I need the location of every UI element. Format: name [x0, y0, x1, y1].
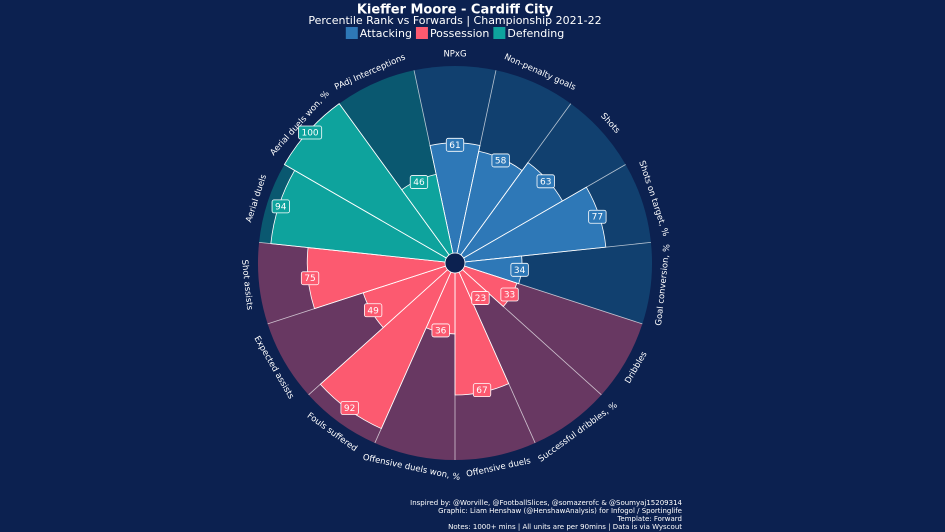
note: Inspired by: @Worville, @FootballSlices,…: [410, 499, 682, 507]
value-label-box: [271, 199, 290, 214]
value-label: 33: [504, 291, 515, 301]
legend-swatch: [345, 27, 358, 39]
separator: [454, 103, 572, 264]
value-label-box: [364, 303, 383, 318]
separator: [259, 242, 456, 264]
value-label: 34: [514, 266, 526, 276]
value-label: 100: [301, 129, 318, 139]
separator: [374, 262, 456, 444]
value-label-box: [298, 125, 323, 140]
legend-swatch: [493, 27, 506, 39]
value-label-box: [471, 291, 490, 305]
value-label: 61: [449, 141, 460, 151]
separators: [259, 70, 651, 460]
value-label: 92: [344, 404, 355, 414]
separator: [308, 262, 456, 396]
value-label-box: [409, 175, 429, 189]
chart-title: Kieffer Moore - Cardiff City: [357, 3, 554, 18]
value-label: 75: [304, 274, 315, 284]
value-label-box: [431, 323, 450, 338]
note: Graphic: Liam Henshaw (@HenshawAnalysis)…: [438, 507, 682, 515]
chart-subtitle: Percentile Rank vs Forwards | Championsh…: [308, 14, 601, 27]
center-dot: [444, 252, 466, 274]
value-label: 58: [495, 156, 507, 166]
note: Template: Forward: [616, 515, 682, 523]
value-label-box: [472, 383, 492, 398]
separator: [267, 262, 456, 325]
value-label-box: [445, 137, 465, 152]
separator: [338, 103, 456, 264]
value-labels: 61 58 63 77 34 33 23 67 36 92 49 75 94 100 46: [271, 125, 607, 415]
notes: Inspired by: @Worville, @FootballSlices,…: [410, 499, 682, 531]
value-label: 63: [540, 177, 551, 187]
separator: [454, 70, 497, 264]
value-label-box: [536, 174, 555, 189]
legend-swatch: [415, 27, 428, 39]
category-label: NPxG: [443, 50, 466, 60]
separator: [454, 242, 651, 264]
value-label-box: [500, 287, 519, 302]
value-label-box: [340, 401, 359, 415]
value-label: 49: [367, 306, 379, 316]
note: Notes: 1000+ mins | All units are per 90…: [448, 523, 682, 531]
legend-label: Attacking: [360, 27, 412, 40]
separator: [454, 262, 643, 325]
value-label-box: [588, 209, 607, 224]
value-label-box: [491, 153, 510, 168]
legend-label: Possession: [430, 27, 489, 40]
background-slice: [455, 263, 602, 443]
value-label: 77: [592, 213, 603, 223]
legend-label: Defending: [507, 27, 564, 40]
value-label: 23: [475, 294, 486, 304]
value-label: 46: [413, 178, 425, 188]
value-label-box: [510, 262, 529, 277]
legend: Attacking Possession Defending: [345, 27, 564, 40]
separator: [284, 164, 456, 264]
value-label: 36: [435, 326, 447, 336]
separator: [454, 164, 626, 264]
separator: [413, 70, 456, 264]
separator: [454, 262, 602, 396]
value-label-box: [300, 271, 320, 286]
value-label: 94: [275, 202, 287, 212]
separator: [454, 262, 536, 444]
value-label: 67: [476, 386, 487, 396]
